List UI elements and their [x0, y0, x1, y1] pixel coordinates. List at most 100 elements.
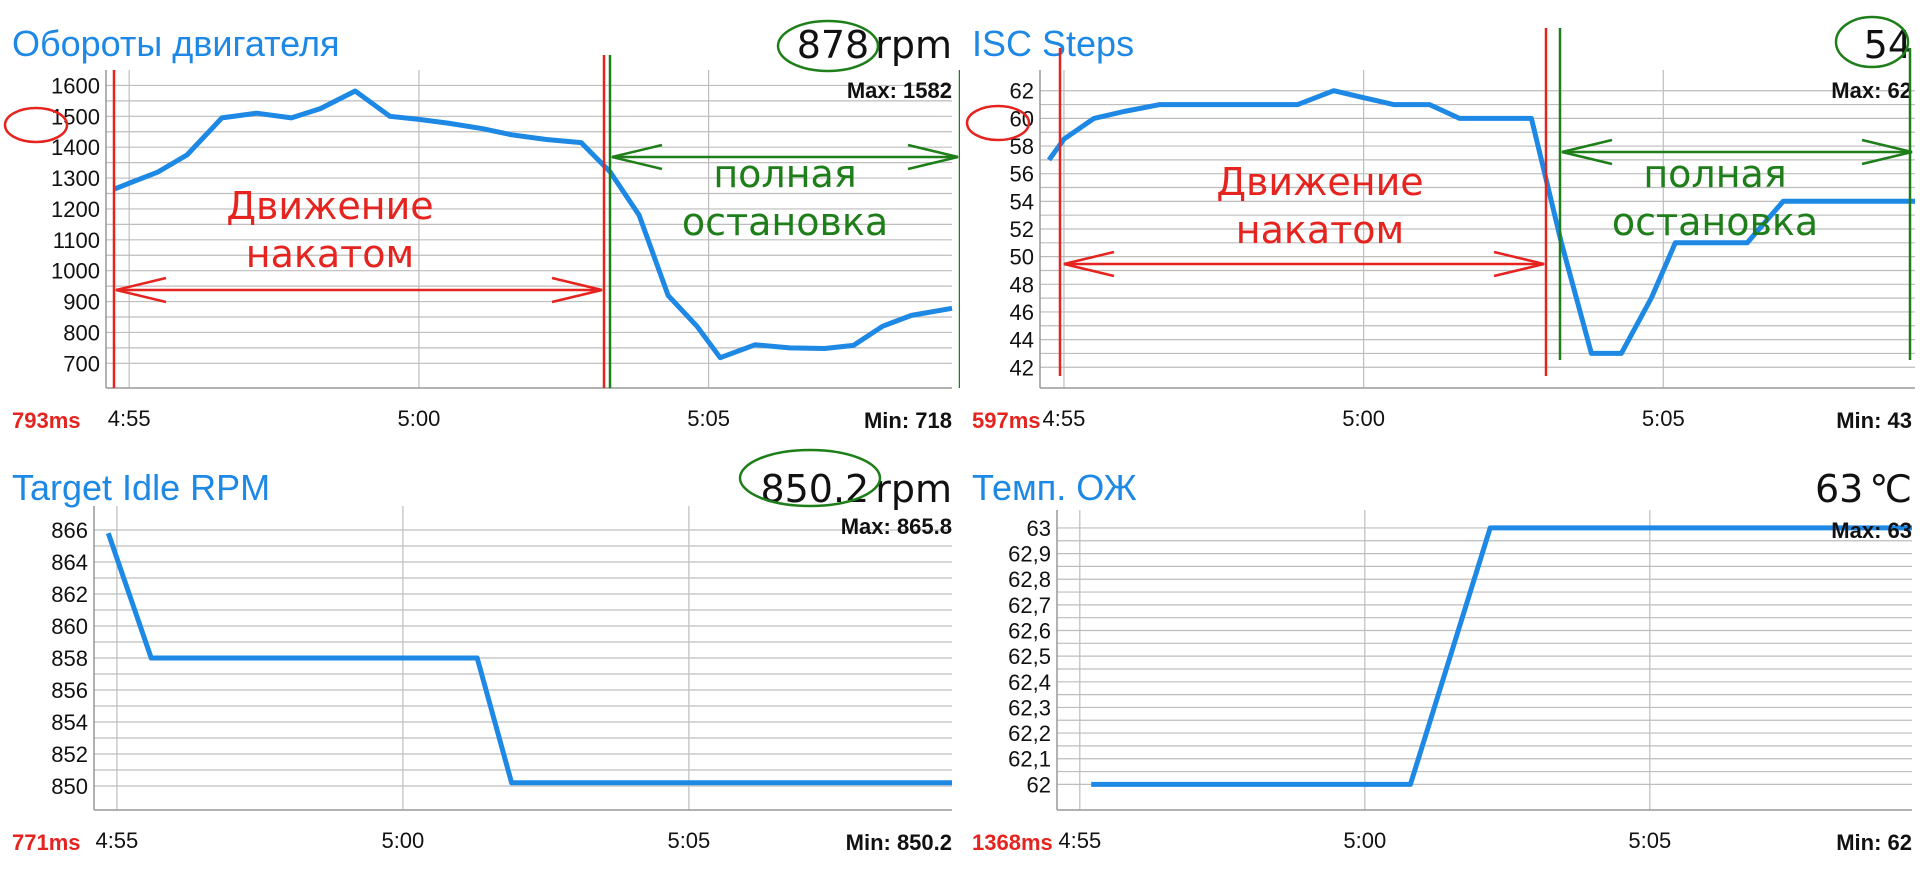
x-tick-label: 5:05: [667, 828, 710, 853]
y-tick-label: 56: [1010, 162, 1034, 187]
min-label: Min: 718: [864, 408, 952, 433]
annotation-arrowhead: [1063, 250, 1115, 278]
y-tick-label: 62,8: [1008, 567, 1051, 592]
y-tick-label: 1300: [51, 166, 100, 191]
x-tick-label: 5:05: [1642, 406, 1685, 431]
y-tick-label: 1400: [51, 135, 100, 160]
chart-title: Темп. ОЖ: [972, 467, 1137, 508]
series-line: [1091, 525, 1912, 787]
chart-panel-coolant-temp: 63 62,9 62,8 62,7 62,6 62,5 62,4 62,3 62,2 62,1 62…: [960, 444, 1920, 887]
current-value-number: 63: [1815, 467, 1863, 511]
plot-area: [1057, 510, 1912, 810]
y-tick-label: 60: [1010, 106, 1034, 131]
annotation-coasting: Движение накатом: [1216, 160, 1424, 252]
annotation-arrowhead: [907, 143, 959, 171]
y-tick-label: 1000: [51, 259, 100, 284]
series-line: [105, 532, 952, 786]
series-line: [1046, 88, 1915, 356]
min-label: Min: 43: [1836, 408, 1912, 433]
min-label: Min: 62: [1836, 830, 1912, 855]
y-tick-label: 62,3: [1008, 695, 1051, 720]
y-tick-label: 62,5: [1008, 644, 1051, 669]
max-label: Max: 62: [1831, 78, 1912, 103]
chart-title: Обороты двигателя: [12, 23, 339, 64]
y-tick-label: 62,1: [1008, 747, 1051, 772]
latency-label: 771ms: [12, 830, 81, 855]
y-tick-label: 62: [1027, 772, 1051, 797]
chart-title: Target Idle RPM: [12, 467, 270, 508]
x-tick-label: 5:00: [1343, 828, 1386, 853]
y-tick-label: 52: [1010, 217, 1034, 242]
x-tick-label: 5:05: [687, 406, 730, 431]
y-tick-label: 856: [51, 678, 88, 703]
y-tick-label: 48: [1010, 272, 1034, 297]
unit-label: rpm: [875, 467, 952, 511]
x-tick-label: 5:05: [1628, 828, 1671, 853]
y-tick-label: 1600: [51, 73, 100, 98]
unit-label: rpm: [875, 23, 952, 67]
y-tick-label: 62,2: [1008, 721, 1051, 746]
value-highlight-circle: [738, 448, 882, 508]
latency-label: 793ms: [12, 408, 81, 433]
y-tick-label: 1200: [51, 197, 100, 222]
y-tick-label: 800: [63, 320, 100, 345]
y-tick-label: 1100: [53, 228, 100, 253]
y-tick-label: 62: [1010, 79, 1034, 104]
plot-area: [106, 70, 952, 388]
y-tick-label: 62,4: [1008, 670, 1051, 695]
value-highlight-circle: [776, 19, 880, 73]
max-label: Max: 865.8: [841, 514, 952, 539]
chart-svg: 866 864 862 860 858 856 854 852 850 4:55 5:00 5:05 T…: [12, 448, 952, 855]
y-tick-label: 50: [1010, 245, 1034, 270]
annotation-full-stop: полная остановка: [681, 152, 889, 244]
y-tick-label: 854: [51, 710, 88, 735]
unit-label: ℃: [1869, 467, 1912, 511]
y-tick-label: 1500: [51, 104, 100, 129]
latency-label: 1368ms: [972, 830, 1053, 855]
annotation-arrowhead: [1561, 138, 1613, 166]
x-tick-label: 5:00: [381, 828, 424, 853]
chart-panel-engine-rpm: 1600 1500 1400 1300 1200 1100 1000 900 800 700 4:5…: [0, 0, 960, 443]
annotation-coasting: Движение накатом: [226, 184, 434, 276]
current-value: 878 rpm: [797, 23, 952, 67]
x-tick-label: 4:55: [1058, 828, 1101, 853]
y-tick-label: 62,6: [1008, 619, 1051, 644]
tick-highlight-circle: [965, 104, 1031, 142]
chart-svg: 1600 1500 1400 1300 1200 1100 1000 900 800 700 4:5…: [3, 19, 960, 433]
y-tick-label: 44: [1010, 328, 1034, 353]
x-tick-label: 5:00: [397, 406, 440, 431]
x-tick-label: 5:00: [1342, 406, 1385, 431]
max-label: Max: 1582: [847, 78, 952, 103]
x-tick-label: 4:55: [95, 828, 138, 853]
annotation-arrowhead: [1493, 250, 1545, 278]
y-tick-label: 62,7: [1008, 593, 1051, 618]
y-tick-label: 700: [63, 351, 100, 376]
current-value: 63 ℃: [1815, 467, 1912, 511]
annotation-full-stop: полная остановка: [1611, 152, 1819, 244]
y-tick-label: 858: [51, 646, 88, 671]
annotation-arrowhead: [611, 143, 663, 171]
annotation-arrowhead: [551, 276, 603, 304]
chart-svg: 6362,962,862,762,662,562,462,362,262,162…: [972, 467, 1912, 855]
x-tick-label: 4:55: [1043, 406, 1086, 431]
y-tick-label: 63: [1027, 516, 1051, 541]
chart-panel-isc-steps: 62 60 58 56 54 52 50 48 46 44 42 4:55 5:00 5:05 ISC St…: [960, 0, 1920, 443]
value-highlight-circle: [1834, 15, 1910, 69]
y-tick-label: 42: [1010, 355, 1034, 380]
chart-title: ISC Steps: [972, 23, 1134, 64]
y-tick-label: 860: [51, 614, 88, 639]
y-tick-label: 862: [51, 582, 88, 607]
latency-label: 597ms: [972, 408, 1041, 433]
current-value-number: 878: [797, 23, 870, 67]
y-tick-label: 46: [1010, 300, 1034, 325]
min-label: Min: 850.2: [846, 830, 952, 855]
tick-highlight-circle: [3, 106, 69, 144]
annotation-arrowhead: [1861, 138, 1913, 166]
y-tick-label: 62,9: [1008, 542, 1051, 567]
y-tick-label: 850: [51, 774, 88, 799]
chart-panel-target-idle-rpm: 866 864 862 860 858 856 854 852 850 4:55 5:00 5:05 T…: [0, 444, 960, 887]
y-tick-label: 852: [51, 742, 88, 767]
series-line: [113, 88, 953, 361]
max-label: Max: 63: [1831, 518, 1912, 543]
x-tick-label: 4:55: [108, 406, 151, 431]
